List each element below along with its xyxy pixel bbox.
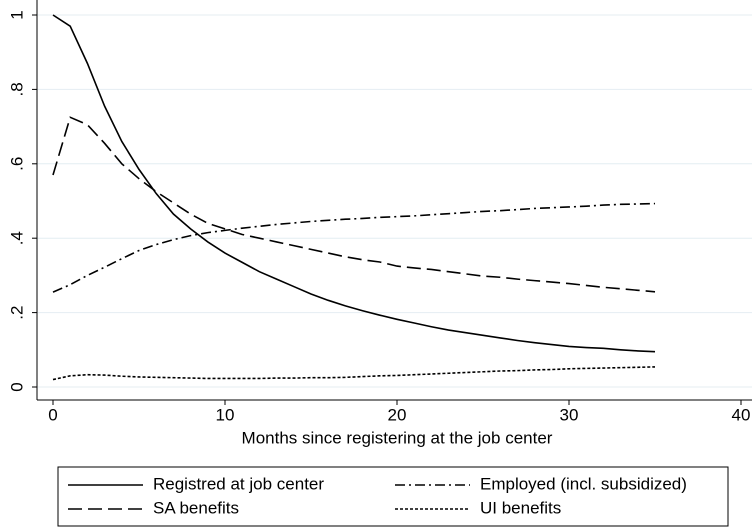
x-tick-label: 0 <box>48 405 57 424</box>
series-line <box>52 14 656 353</box>
x-axis-label: Months since registering at the job cent… <box>242 428 553 447</box>
x-tick-label: 10 <box>216 405 235 424</box>
y-tick-label: .2 <box>7 306 26 320</box>
y-tick-label: 1 <box>7 10 26 19</box>
x-tick-label: 30 <box>560 405 579 424</box>
legend-label: Employed (incl. subsidized) <box>480 474 687 493</box>
series-line <box>52 116 656 293</box>
y-tick-label: .8 <box>7 82 26 96</box>
legend-label: SA benefits <box>153 498 239 517</box>
series-line <box>52 366 656 381</box>
y-tick-label: .6 <box>7 157 26 171</box>
x-tick-label: 40 <box>732 405 751 424</box>
x-tick-label: 20 <box>388 405 407 424</box>
legend-label: Registred at job center <box>153 474 324 493</box>
y-tick-label: 0 <box>7 382 26 391</box>
legend-label: UI benefits <box>480 498 561 517</box>
series-line <box>52 202 656 293</box>
y-tick-label: .4 <box>7 231 26 245</box>
legend-box <box>57 466 729 527</box>
